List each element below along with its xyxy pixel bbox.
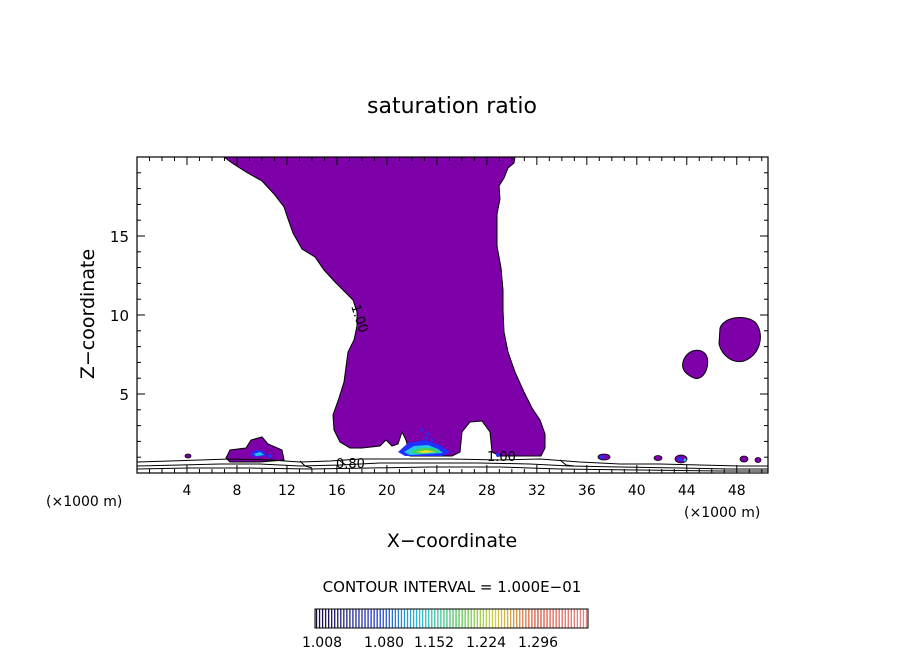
y-tick-label: 5 bbox=[119, 386, 129, 404]
x-tick-label: 8 bbox=[232, 483, 241, 499]
colorbar-tick-label: 1.224 bbox=[466, 635, 506, 651]
x-tick-label: 20 bbox=[378, 483, 396, 499]
contour-label: 1.00 bbox=[487, 450, 516, 465]
colorbar-frame bbox=[314, 608, 589, 629]
y-tick-label: 10 bbox=[110, 307, 129, 325]
colorbar-stripes bbox=[315, 609, 588, 628]
saturated-patch-low bbox=[754, 457, 762, 463]
supersaturation-core bbox=[250, 428, 687, 462]
x-tick-label: 36 bbox=[578, 483, 596, 499]
y-axis-label: Z−coordinate bbox=[77, 249, 99, 379]
x-tick-label: 24 bbox=[428, 483, 446, 499]
colorbar-tick-label: 1.296 bbox=[518, 635, 558, 651]
saturated-patch-low bbox=[653, 455, 663, 461]
y-tick-labels: 5 10 15 bbox=[110, 228, 129, 404]
axis-ticks bbox=[137, 157, 768, 473]
x-tick-labels: 4 8 12 16 20 24 28 32 36 40 44 48 bbox=[183, 483, 746, 499]
colorbar bbox=[314, 608, 589, 629]
x-unit-left: (×1000 m) bbox=[46, 494, 122, 510]
colorbar-tick-label: 1.152 bbox=[414, 635, 454, 651]
saturated-patch-low bbox=[184, 453, 192, 459]
x-axis-label: X−coordinate bbox=[387, 530, 517, 552]
x-tick-label: 16 bbox=[328, 483, 346, 499]
saturated-patch-large bbox=[718, 316, 761, 363]
plot-area: 1.00 0.80 1.00 bbox=[136, 156, 769, 474]
x-tick-label: 44 bbox=[678, 483, 696, 499]
contour-interval-text: CONTOUR INTERVAL = 1.000E−01 bbox=[323, 578, 582, 596]
colorbar-labels: 1.008 1.080 1.152 1.224 1.296 bbox=[302, 635, 558, 651]
x-tick-label: 28 bbox=[478, 483, 496, 499]
contour-lines bbox=[136, 458, 768, 472]
saturated-patch-low bbox=[739, 455, 749, 463]
saturated-patch-small bbox=[682, 349, 709, 379]
x-tick-label: 4 bbox=[183, 483, 192, 499]
x-tick-label: 48 bbox=[728, 483, 746, 499]
x-unit-right: (×1000 m) bbox=[684, 505, 760, 521]
x-tick-label: 40 bbox=[628, 483, 646, 499]
x-tick-label: 32 bbox=[528, 483, 546, 499]
x-tick-label: 12 bbox=[278, 483, 296, 499]
saturated-region-main bbox=[222, 156, 546, 457]
y-tick-label: 15 bbox=[110, 228, 129, 246]
contour-label: 0.80 bbox=[336, 457, 365, 472]
colorbar-tick-label: 1.008 bbox=[302, 635, 342, 651]
chart-title: saturation ratio bbox=[367, 94, 537, 119]
colorbar-tick-label: 1.080 bbox=[364, 635, 404, 651]
